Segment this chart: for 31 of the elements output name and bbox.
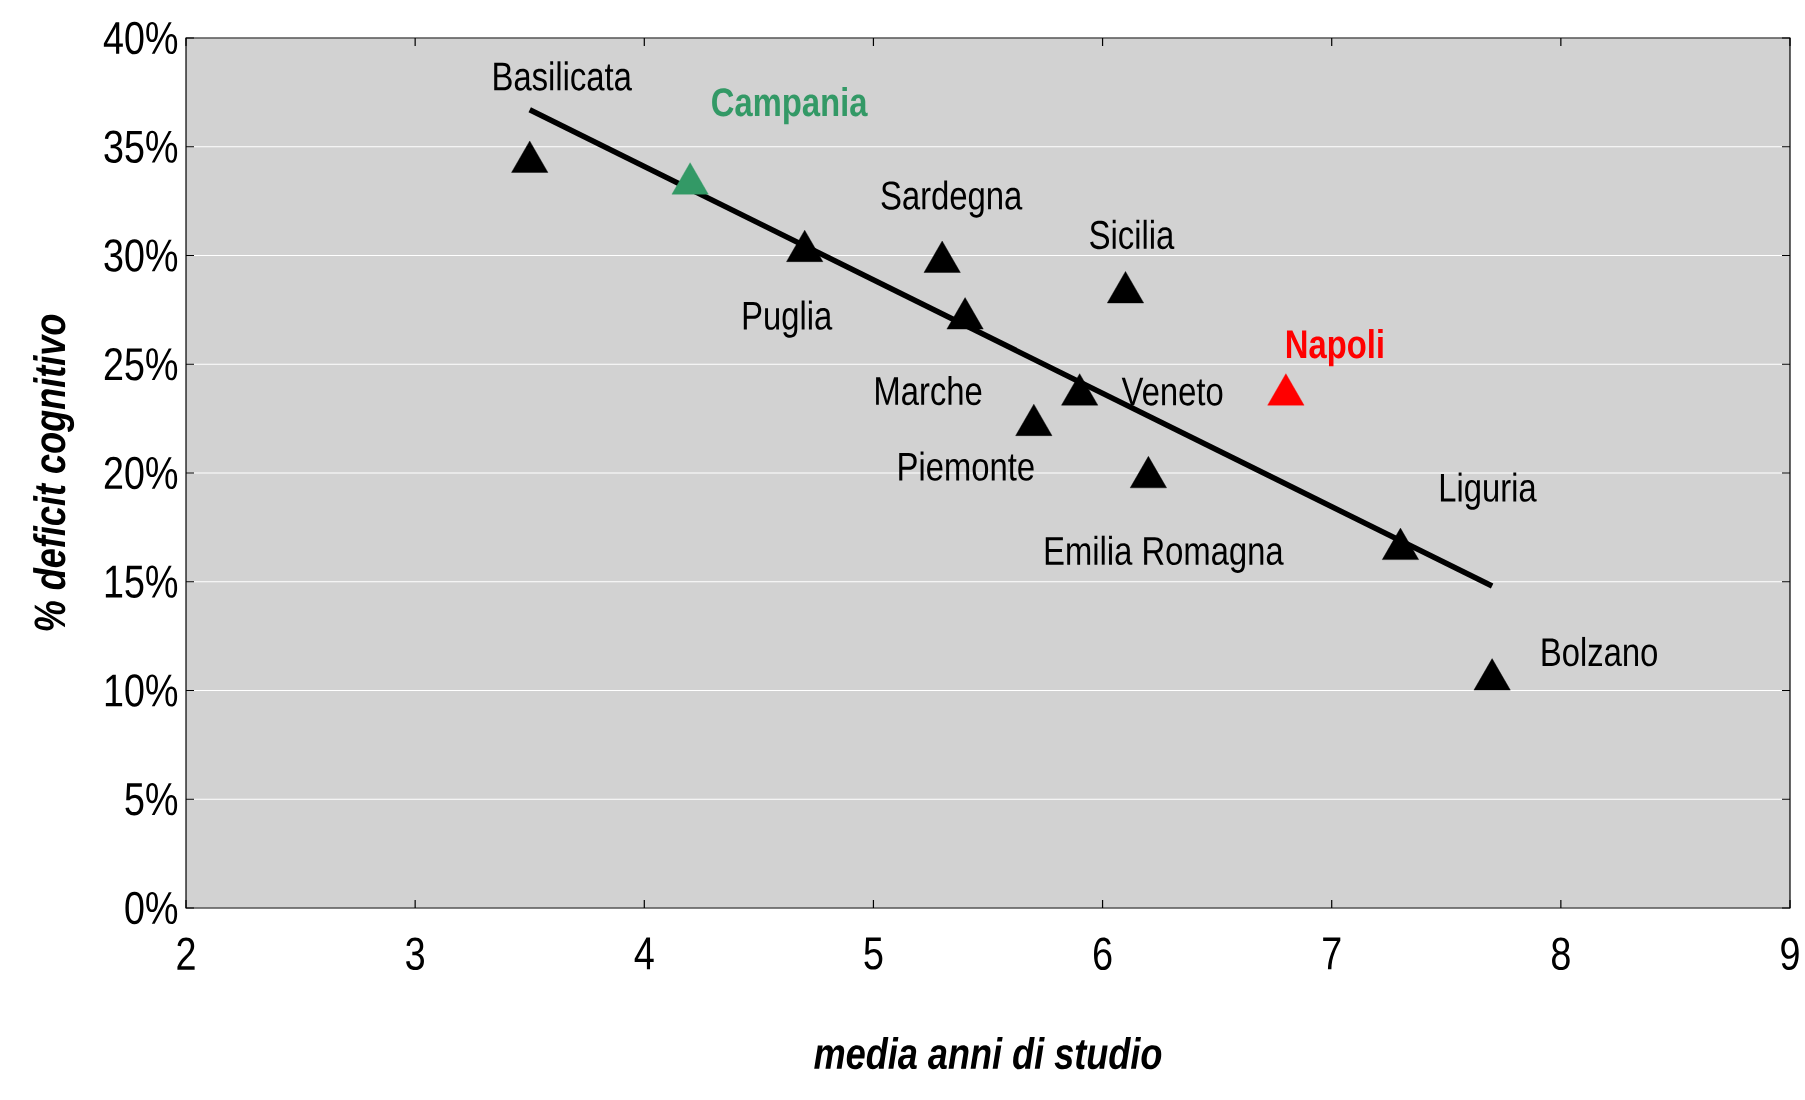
x-tick-label: 6 — [1094, 937, 1112, 971]
x-tick-label: 2 — [177, 937, 195, 970]
y-tick-label: 40% — [103, 21, 178, 55]
y-axis-title: % deficit cognitivo — [33, 314, 75, 631]
annotation: Piemonte — [899, 451, 1034, 481]
y-tick-label: 25% — [104, 347, 178, 381]
annotation: Marche — [876, 375, 982, 406]
y-tick-label: 35% — [104, 130, 178, 164]
x-tick-label: 8 — [1552, 937, 1570, 971]
y-tick-label: 15% — [105, 565, 178, 598]
annotation: Emilia Romagna — [1045, 535, 1284, 573]
y-tick-label: 30% — [104, 239, 178, 272]
annotation: Napoli — [1286, 329, 1383, 367]
annotation: Veneto — [1121, 377, 1223, 406]
x-tick-label: 9 — [1781, 937, 1799, 971]
y-tick-label: 20% — [104, 456, 178, 490]
x-tick-label: 7 — [1323, 937, 1341, 970]
annotation: Bolzano — [1542, 636, 1657, 667]
x-tick-label: 4 — [634, 937, 654, 970]
x-axis-title: media anni di studio — [814, 1036, 1162, 1070]
x-tick-label: 5 — [864, 937, 883, 970]
y-tick-label: 0% — [125, 891, 178, 925]
y-tick-label: 5% — [125, 783, 178, 816]
annotation: Sardegna — [881, 180, 1023, 218]
annotation: Sicilia — [1090, 219, 1175, 250]
x-tick-label: 3 — [406, 937, 424, 971]
y-tick-label: 10% — [105, 674, 178, 707]
annotation: Liguria — [1440, 472, 1537, 510]
annotation: Basilicata — [494, 61, 632, 91]
annotation: Campania — [712, 87, 868, 125]
annotation: Puglia — [743, 300, 833, 338]
